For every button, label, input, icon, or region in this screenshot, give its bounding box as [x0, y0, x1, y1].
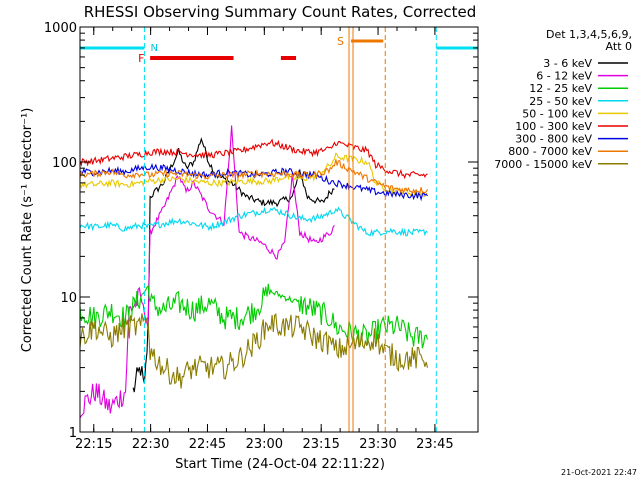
x-tick-label: 23:30: [359, 437, 396, 452]
y-tick-label: 1000: [44, 21, 77, 36]
x-tick-label: 22:45: [189, 437, 226, 452]
x-tick-label: 23:00: [246, 437, 283, 452]
plot-frame: [79, 26, 479, 433]
x-tick-label: 22:15: [75, 437, 112, 452]
legend-entry-label: 3 - 6 keV: [543, 57, 592, 70]
legend-entry-label: 12 - 25 keV: [529, 82, 592, 95]
x-tick-label: 23:15: [302, 437, 339, 452]
series-line-7000-15000-kev: [80, 312, 429, 389]
series-line-800-7000-kev: [80, 159, 428, 195]
series-line-100-300-kev: [80, 138, 428, 180]
y-tick-label: 1: [69, 426, 77, 441]
x-tick-label: 22:30: [132, 437, 169, 452]
legend-entry-label: 50 - 100 keV: [522, 107, 592, 120]
y-tick-label: 100: [52, 156, 77, 171]
axes: 1 10 100 1000 22:15 22:30 22:45 23:00 23:15 23:30…: [44, 21, 479, 452]
flare-flag-label: F: [138, 52, 144, 65]
x-axis-label: Start Time (24-Oct-04 22:11:22): [175, 457, 385, 472]
legend-entry-label: 300 - 800 keV: [515, 133, 592, 146]
y-tick-label: 10: [60, 291, 77, 306]
legend-entry-label: 6 - 12 keV: [536, 70, 592, 83]
series-line-300-800-kev: [80, 162, 428, 202]
legend-entry-label: 100 - 300 keV: [515, 120, 592, 133]
series-line-12-25-kev: [80, 283, 429, 349]
y-axis-label: Corrected Count Rate (s⁻¹ detector⁻¹): [20, 108, 35, 353]
series-line-50-100-kev: [80, 152, 428, 198]
series-line-25-50-kev: [80, 206, 428, 237]
x-tick-label: 23:45: [416, 437, 453, 452]
footer-date: 21-Oct-2021 22:47: [561, 468, 637, 477]
night-flag-label: N: [150, 43, 157, 54]
legend-header-line: Att 0: [606, 40, 632, 53]
legend-entry-label: 25 - 50 keV: [529, 95, 592, 108]
instrument-flags: NF S: [80, 27, 478, 432]
series-line-6-12-kev: [80, 125, 335, 419]
chart-title: RHESSI Observing Summary Count Rates, Co…: [84, 3, 477, 21]
legend-entry-label: 7000 - 15000 keV: [494, 158, 592, 171]
legend-header-line: Det 1,3,4,5,6,9,: [546, 28, 632, 41]
plot-area: [80, 125, 429, 419]
saa-flag-label: S: [337, 35, 344, 48]
legend-entry-label: 800 - 7000 keV: [508, 145, 592, 158]
